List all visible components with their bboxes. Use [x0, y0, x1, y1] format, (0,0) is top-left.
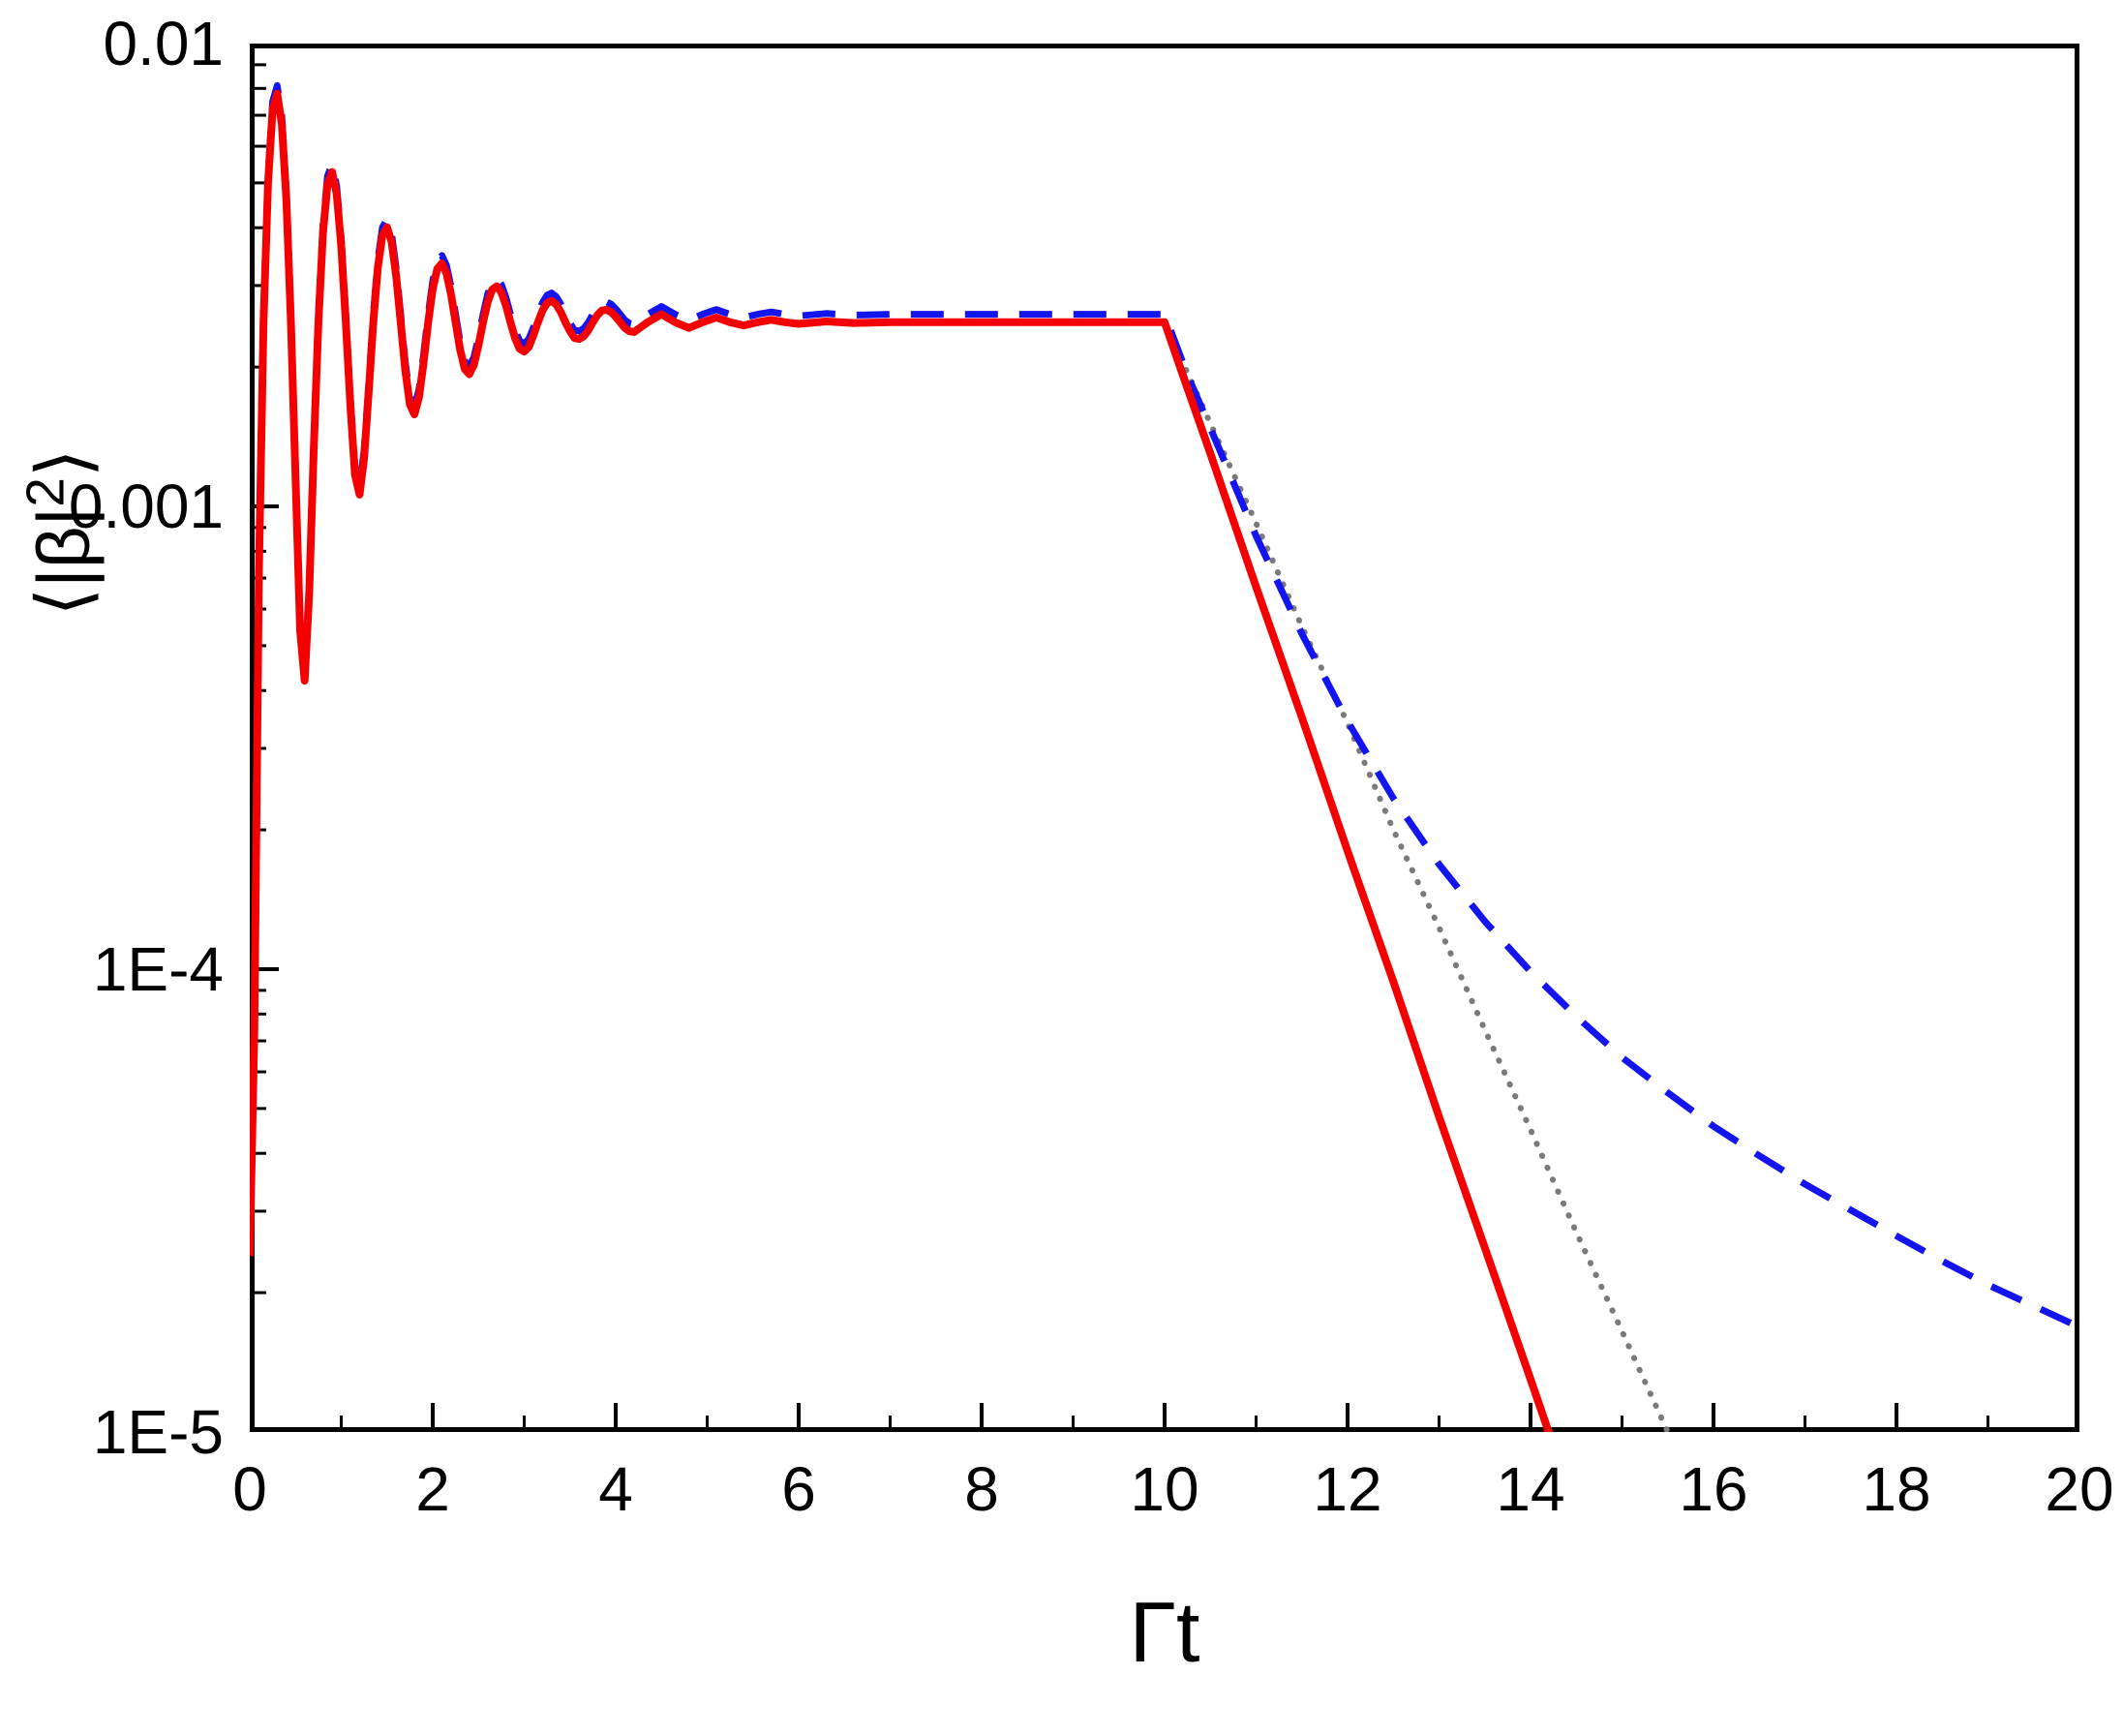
x-tick-label: 2: [415, 1454, 450, 1524]
x-tick-label: 12: [1313, 1454, 1382, 1524]
x-tick-label: 4: [598, 1454, 633, 1524]
x-axis-title: Γt: [1129, 1584, 1200, 1680]
x-tick-label: 6: [781, 1454, 816, 1524]
x-tick-label: 10: [1130, 1454, 1199, 1524]
x-tick-label: 8: [964, 1454, 999, 1524]
red-solid-curve: [250, 89, 1553, 1432]
gray-dotted-curve: [1162, 319, 1672, 1432]
y-tick-label: 1E-5: [92, 1397, 224, 1467]
y-tick-label: 0.01: [103, 9, 224, 78]
y-tick-label: 0.001: [68, 472, 224, 541]
y-tick-label: 1E-4: [92, 934, 224, 1004]
plot-border: [250, 44, 2079, 1432]
x-tick-label: 16: [1679, 1454, 1748, 1524]
plot-canvas: [250, 44, 2079, 1432]
x-tick-label: 14: [1496, 1454, 1565, 1524]
x-tick-label: 0: [232, 1454, 267, 1524]
blue-dashed-curve: [250, 81, 2079, 1330]
y-axis-title-superscript: 2: [15, 477, 76, 507]
x-tick-label: 18: [1862, 1454, 1931, 1524]
plot-area: [250, 44, 2079, 1432]
x-tick-label: 20: [2045, 1454, 2114, 1524]
